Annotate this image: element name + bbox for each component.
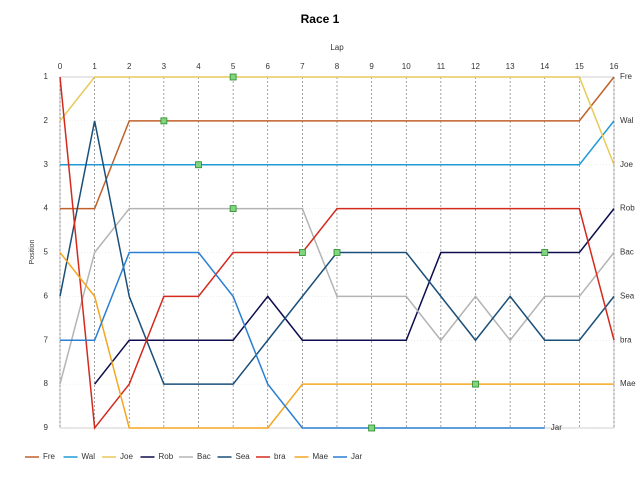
x-tick-label: 11 [437, 62, 446, 71]
marker [541, 249, 549, 256]
series-line [59, 252, 614, 429]
x-tick-label: 7 [300, 62, 305, 71]
marker [368, 424, 376, 432]
legend-label: Wal [82, 452, 96, 461]
x-tick-label: 9 [369, 62, 374, 71]
marker [472, 380, 479, 388]
legend-label: Fre [43, 452, 56, 461]
x-tick-label: 15 [575, 62, 584, 71]
x-tick-label: 14 [540, 62, 549, 71]
series-line [60, 76, 615, 210]
chart-title: Race 1 [301, 12, 340, 26]
x-tick-label: 2 [127, 62, 132, 71]
x-tick-label: 16 [610, 62, 619, 71]
x-tick-label: 1 [92, 62, 97, 71]
end-label: bra [620, 335, 632, 344]
legend-label: bra [274, 452, 286, 461]
end-label: Jar [551, 423, 562, 432]
x-tick-label: 0 [58, 62, 63, 71]
y-tick-label: 2 [44, 116, 49, 125]
series-line [59, 76, 615, 166]
end-label: Wal [620, 116, 634, 125]
end-label: Bac [620, 248, 634, 257]
marker [229, 73, 237, 81]
x-tick-label: 4 [196, 62, 201, 71]
y-tick-label: 8 [44, 379, 49, 388]
y-tick-label: 6 [44, 291, 49, 300]
y-tick-label: 5 [44, 248, 49, 257]
x-tick-label: 12 [471, 62, 480, 71]
x-axis-label: Lap [330, 43, 344, 52]
end-label: Mae [620, 379, 636, 388]
legend-label: Rob [159, 452, 174, 461]
marker [298, 249, 306, 256]
marker [333, 249, 341, 256]
y-tick-label: 7 [44, 335, 49, 344]
x-tick-label: 5 [231, 62, 236, 71]
series-line [60, 251, 545, 429]
x-tick-label: 6 [266, 62, 271, 71]
end-label: Joe [620, 160, 633, 169]
x-tick-label: 3 [162, 62, 167, 71]
marker [160, 117, 168, 125]
series-line [59, 76, 615, 430]
y-tick-label: 4 [44, 204, 49, 213]
series-line [94, 208, 615, 385]
series-line [59, 207, 615, 385]
end-label: Sea [620, 291, 635, 300]
marker [195, 161, 202, 169]
y-tick-label: 3 [44, 160, 49, 169]
end-label: Fre [620, 72, 633, 81]
x-tick-label: 10 [402, 62, 411, 71]
series-line [60, 120, 615, 166]
legend-label: Sea [236, 452, 251, 461]
legend-label: Joe [120, 452, 133, 461]
end-label: Rob [620, 204, 635, 213]
legend-label: Mae [313, 452, 329, 461]
y-tick-label: 9 [44, 423, 49, 432]
x-tick-label: 8 [335, 62, 340, 71]
y-tick-label: 1 [44, 72, 49, 81]
marker [229, 205, 237, 213]
y-axis-label: Position [29, 239, 36, 264]
legend-label: Bac [197, 452, 211, 461]
x-tick-label: 13 [506, 62, 515, 71]
legend-label: Jar [351, 452, 362, 461]
